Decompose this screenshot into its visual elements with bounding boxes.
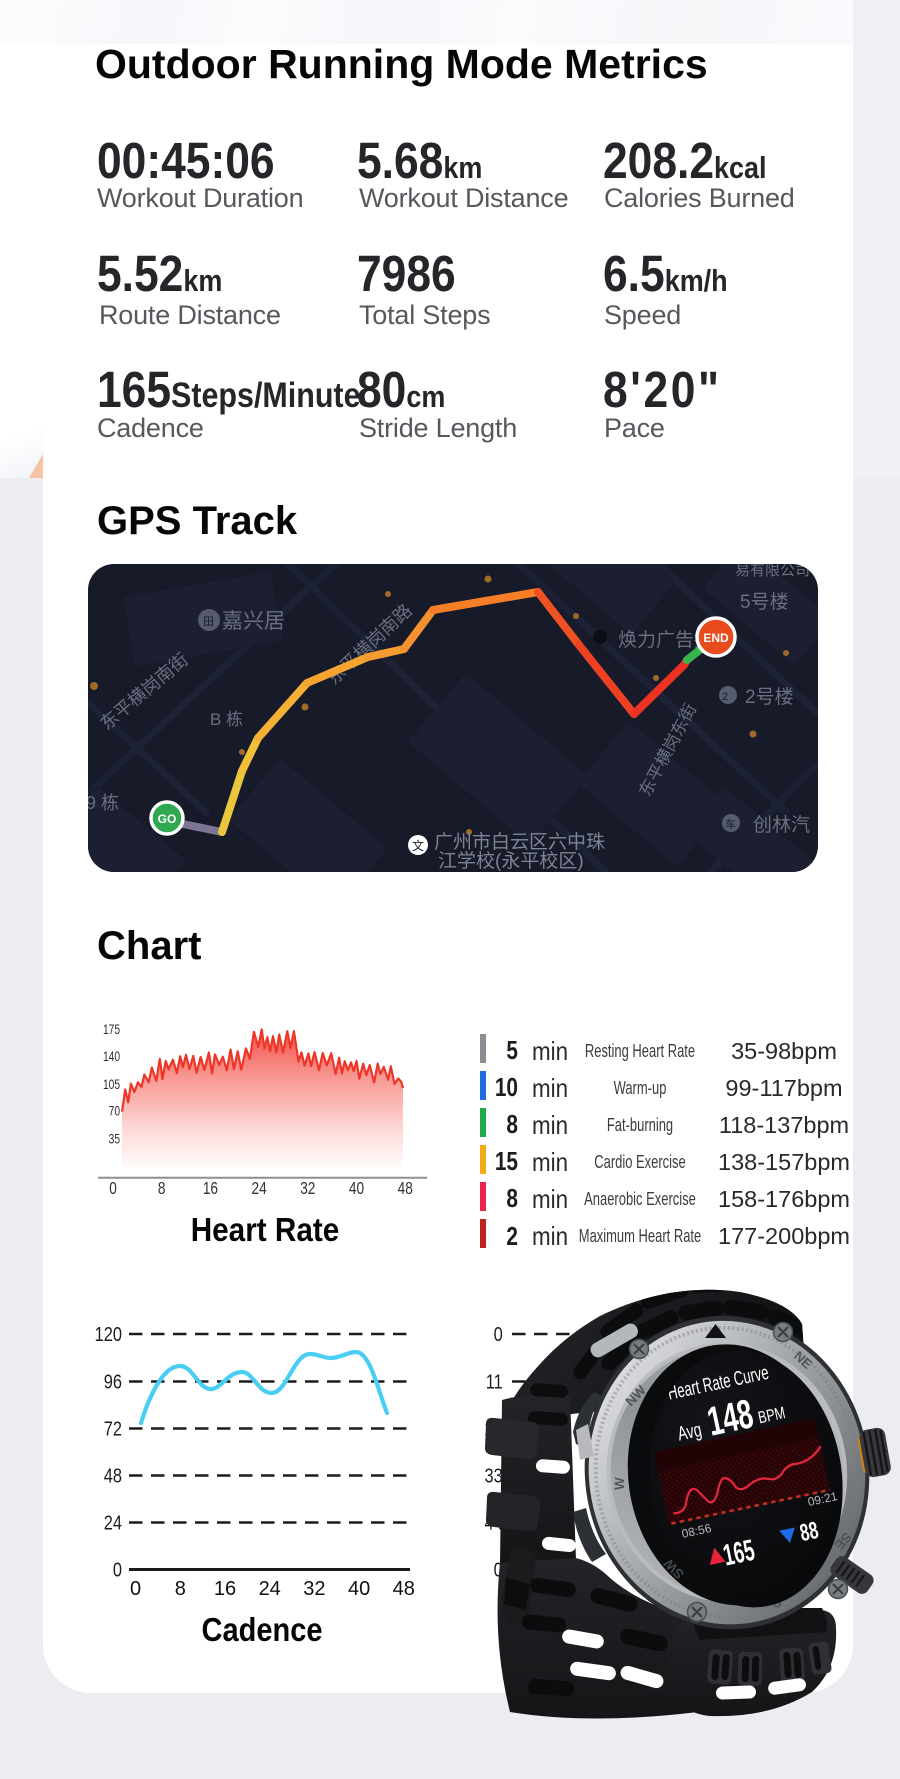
svg-text:16: 16 bbox=[214, 1578, 236, 1600]
svg-text:8: 8 bbox=[175, 1578, 186, 1600]
svg-text:48: 48 bbox=[393, 1578, 415, 1600]
svg-text:33: 33 bbox=[485, 1464, 503, 1487]
svg-text:24: 24 bbox=[259, 1578, 281, 1600]
svg-text:0: 0 bbox=[109, 1180, 117, 1199]
svg-text:24: 24 bbox=[252, 1180, 267, 1199]
svg-text:40: 40 bbox=[349, 1180, 364, 1199]
svg-text:120: 120 bbox=[95, 1322, 122, 1345]
svg-text:32: 32 bbox=[300, 1180, 315, 1199]
svg-text:09:21: 09:21 bbox=[806, 1489, 839, 1509]
svg-text:0: 0 bbox=[494, 1558, 503, 1580]
svg-text:创林汽: 创林汽 bbox=[753, 814, 810, 836]
svg-text:车: 车 bbox=[725, 817, 736, 831]
svg-text:35: 35 bbox=[109, 1131, 121, 1147]
svg-text:70: 70 bbox=[109, 1103, 121, 1119]
svg-text:32: 32 bbox=[303, 1578, 325, 1600]
svg-text:105: 105 bbox=[103, 1076, 120, 1092]
svg-text:0: 0 bbox=[130, 1578, 141, 1600]
svg-text:39 栋: 39 栋 bbox=[88, 793, 119, 813]
svg-text:48: 48 bbox=[398, 1180, 413, 1199]
svg-text:11: 11 bbox=[486, 1370, 503, 1393]
svg-text:广州市白云区六中珠: 广州市白云区六中珠 bbox=[434, 831, 605, 853]
svg-text:焕力广告招: 焕力广告招 bbox=[618, 629, 713, 651]
svg-text:易有限公司: 易有限公司 bbox=[735, 564, 810, 579]
svg-text:Avg: Avg bbox=[675, 1417, 703, 1445]
svg-text:175: 175 bbox=[103, 1021, 120, 1037]
svg-text:5号楼: 5号楼 bbox=[740, 591, 789, 613]
svg-text:0: 0 bbox=[113, 1558, 122, 1581]
svg-text:165: 165 bbox=[720, 1533, 757, 1572]
svg-text:96: 96 bbox=[104, 1370, 122, 1393]
svg-text:江学校(永平校区): 江学校(永平校区) bbox=[438, 850, 584, 872]
svg-text:40: 40 bbox=[348, 1578, 370, 1600]
svg-text:2: 2 bbox=[722, 691, 728, 703]
svg-text:88: 88 bbox=[797, 1517, 820, 1547]
svg-text:0: 0 bbox=[494, 1322, 503, 1345]
svg-text:16: 16 bbox=[203, 1180, 218, 1199]
svg-text:2号楼: 2号楼 bbox=[745, 686, 794, 708]
svg-text:08:56: 08:56 bbox=[680, 1521, 713, 1541]
svg-text:田: 田 bbox=[203, 616, 214, 628]
svg-text:W: W bbox=[612, 1477, 627, 1491]
svg-text:72: 72 bbox=[104, 1417, 122, 1440]
svg-text:END: END bbox=[703, 631, 729, 645]
svg-text:48: 48 bbox=[104, 1464, 122, 1487]
svg-text:24: 24 bbox=[104, 1511, 122, 1534]
svg-text:B 栋: B 栋 bbox=[210, 710, 243, 729]
svg-text:文: 文 bbox=[412, 838, 424, 853]
svg-text:嘉兴居: 嘉兴居 bbox=[222, 610, 285, 633]
svg-text:140: 140 bbox=[103, 1049, 120, 1065]
svg-text:GO: GO bbox=[158, 812, 177, 826]
svg-text:8: 8 bbox=[158, 1180, 166, 1199]
